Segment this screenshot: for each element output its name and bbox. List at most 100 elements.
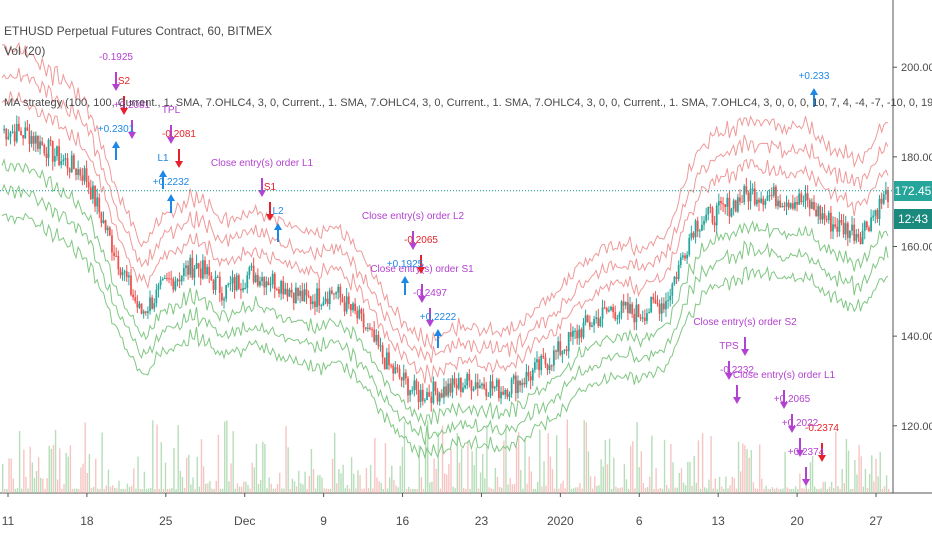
volume-bar bbox=[513, 483, 516, 493]
candle-body bbox=[102, 220, 105, 223]
candle-body bbox=[872, 215, 875, 218]
signal-arrow-head bbox=[733, 397, 741, 404]
candle-body bbox=[7, 136, 10, 140]
volume-bar bbox=[813, 486, 816, 493]
candle-body bbox=[288, 289, 291, 297]
candle-body bbox=[762, 198, 765, 205]
volume-bar bbox=[253, 467, 256, 493]
volume-bar bbox=[562, 480, 564, 493]
candle-body bbox=[210, 275, 213, 281]
price-tick-label: 180.00 bbox=[901, 152, 932, 164]
signal-label: +0.1925 bbox=[387, 259, 424, 270]
candle-body bbox=[838, 219, 841, 232]
volume-bar bbox=[276, 484, 279, 493]
volume-bar bbox=[691, 485, 693, 493]
candle-body bbox=[546, 364, 549, 370]
volume-bar bbox=[746, 449, 748, 493]
signal-label: +0.2301 bbox=[98, 124, 135, 135]
candle-body bbox=[318, 288, 321, 306]
volume-bar bbox=[816, 488, 818, 493]
candle-body bbox=[140, 303, 143, 314]
volume-bar bbox=[384, 443, 387, 493]
candle-body bbox=[362, 313, 365, 328]
volume-bar bbox=[731, 476, 733, 493]
volume-bar bbox=[881, 488, 884, 493]
candle-body bbox=[265, 281, 268, 288]
upper-band-line bbox=[1, 41, 889, 350]
volume-bar bbox=[608, 438, 611, 493]
candle-body bbox=[834, 224, 837, 227]
signal-marker: -0.2081 bbox=[162, 129, 196, 168]
volume-bar bbox=[579, 482, 581, 493]
volume-bar bbox=[541, 486, 543, 493]
candle-body bbox=[49, 139, 52, 141]
volume-bar bbox=[657, 488, 659, 493]
candle-body bbox=[717, 201, 720, 206]
signal-marker: -0.1925 bbox=[99, 52, 133, 91]
signal-label: +0.2022 bbox=[782, 418, 819, 429]
candle-body bbox=[787, 202, 790, 208]
volume-bar bbox=[501, 487, 503, 493]
chart-title[interactable]: ETHUSD Perpetual Futures Contract, 60, B… bbox=[4, 24, 273, 38]
volume-bar bbox=[775, 487, 778, 493]
volume-bar bbox=[279, 472, 281, 493]
volume-bar bbox=[515, 446, 518, 493]
volume-bar bbox=[109, 486, 112, 493]
signal-label: TPL bbox=[162, 105, 181, 116]
candle-body bbox=[662, 303, 665, 310]
volume-bar bbox=[200, 439, 203, 493]
candle-body bbox=[656, 303, 659, 305]
candle-body bbox=[459, 378, 462, 392]
volume-bar bbox=[488, 487, 490, 493]
candle-body bbox=[595, 317, 598, 320]
volume-bar bbox=[479, 472, 482, 493]
candle-body bbox=[531, 369, 534, 381]
candle-body bbox=[810, 201, 813, 209]
volume-bar bbox=[727, 488, 729, 493]
candle-body bbox=[440, 393, 443, 398]
candle-body bbox=[472, 388, 475, 391]
volume-indicator-label[interactable]: Vol (20) bbox=[4, 44, 46, 58]
time-axis: 11 18 25 Dec 9 16 23 2020 6 13 20 27 bbox=[2, 493, 883, 528]
signal-label: TPS bbox=[719, 341, 739, 352]
volume-bar bbox=[99, 488, 101, 493]
volume-bar bbox=[23, 449, 25, 493]
volume-bar bbox=[854, 459, 856, 493]
candle-body bbox=[237, 275, 240, 289]
volume-bar bbox=[509, 478, 511, 493]
candle-body bbox=[130, 275, 132, 295]
volume-bar bbox=[181, 477, 184, 493]
strategy-indicator-label[interactable]: MA strategy (100, 100, Current., 1. SMA,… bbox=[4, 97, 932, 109]
time-tick-label: 2020 bbox=[547, 514, 574, 528]
volume-bar bbox=[638, 467, 640, 493]
candle-body bbox=[411, 390, 414, 392]
candle-body bbox=[47, 139, 50, 159]
signal-arrow-head bbox=[120, 108, 128, 115]
candle-body bbox=[286, 288, 289, 297]
candle-body bbox=[421, 389, 424, 401]
signal-marker: Close entry(s) order L1 bbox=[211, 158, 314, 197]
volume-bar bbox=[209, 481, 211, 493]
volume-bar bbox=[750, 450, 752, 493]
candle-body bbox=[808, 200, 811, 209]
candle-body bbox=[614, 312, 617, 320]
volume-bar bbox=[651, 435, 653, 493]
candle-body bbox=[227, 283, 230, 285]
candle-body bbox=[381, 345, 384, 358]
volume-bar bbox=[437, 432, 439, 493]
candle-body bbox=[540, 355, 543, 371]
signal-marker: -0.2232 bbox=[720, 365, 754, 404]
candle-body bbox=[686, 254, 689, 259]
volume-bar bbox=[173, 447, 175, 493]
candle-body bbox=[527, 372, 530, 377]
volume-bar bbox=[441, 425, 444, 493]
candle-body bbox=[445, 386, 447, 396]
candle-body bbox=[113, 252, 115, 256]
candle-body bbox=[694, 220, 697, 238]
volume-bar bbox=[397, 487, 399, 493]
volume-bar bbox=[4, 488, 6, 493]
volume-bar bbox=[211, 488, 213, 493]
candle-body bbox=[514, 375, 517, 393]
candle-body bbox=[259, 281, 261, 286]
